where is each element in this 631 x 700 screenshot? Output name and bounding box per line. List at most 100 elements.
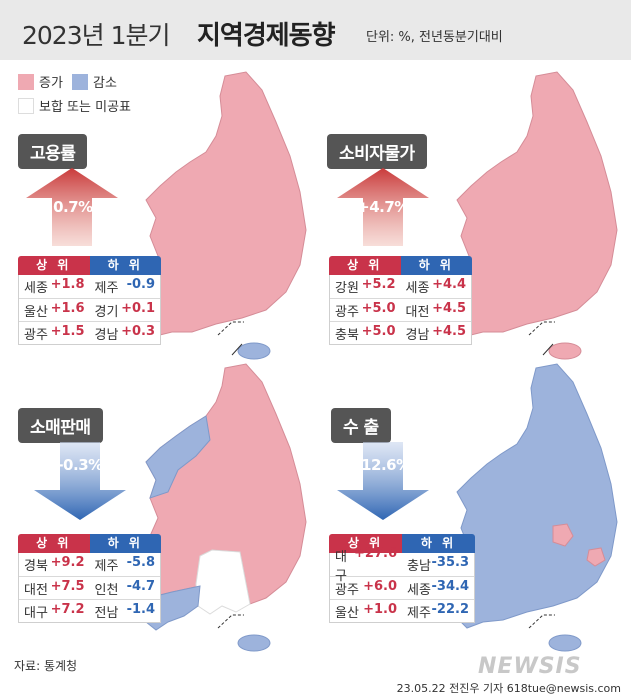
up-value: +1.5 <box>50 323 85 339</box>
table-row: 광주 +5.0 대전 +4.5 <box>330 298 471 321</box>
employment-arrow: +0.7%p <box>26 168 118 246</box>
employment-label: 고용률 <box>18 134 88 169</box>
credit-line: 23.05.22 전진우 기자 618tue@newsis.com <box>396 682 621 695</box>
up-value: +1.0 <box>363 601 397 617</box>
table-row: 광주 +6.0 세종 -34.4 <box>330 576 474 599</box>
rank-down-header: 하 위 <box>400 256 472 275</box>
exports-map <box>456 363 618 652</box>
legend-none: 보합 또는 미공표 <box>18 96 131 115</box>
exports-change: -12.6% <box>355 456 411 474</box>
table-row: 대전 +7.5 인천 -4.7 <box>19 576 160 599</box>
down-region: 인천 <box>94 582 119 598</box>
retail-rank-table: 상 위 하 위 경북 +9.2 제주 -5.8 대전 +7.5 인천 -4.7 대구 +7… <box>18 534 161 623</box>
table-row: 대구 +7.2 전남 -1.4 <box>19 599 160 622</box>
panel-employment: 고용률 +0.7%p 상 위 하 위 세종 +1.8 제주 -0.9 울산 +1.6 <box>0 60 310 380</box>
down-value: +4.4 <box>432 277 466 292</box>
header-bar: 2023년 1분기 지역경제동향 단위: %, 전년동분기대비 <box>0 0 631 60</box>
up-value: +7.2 <box>50 601 85 617</box>
up-region: 강원 <box>335 281 359 296</box>
down-arrow-icon <box>34 442 126 520</box>
down-region: 충남 <box>407 559 431 574</box>
title-main: 지역경제동향 <box>197 21 336 51</box>
up-region: 대전 <box>24 582 48 598</box>
rank-down-header: 하 위 <box>402 534 475 553</box>
down-value: -4.7 <box>126 578 155 594</box>
down-region: 제주 <box>407 605 431 621</box>
cpi-label: 소비자물가 <box>327 134 427 169</box>
down-value: -5.8 <box>126 555 155 570</box>
legend-none-swatch <box>18 97 34 114</box>
rank-down-header: 하 위 <box>89 534 161 553</box>
down-region: 제주 <box>94 281 119 296</box>
up-value: +1.6 <box>50 300 85 316</box>
up-region: 울산 <box>24 304 48 320</box>
cpi-rank-table: 상 위 하 위 강원 +5.2 세종 +4.4 광주 +5.0 대전 +4.5 충북 +5… <box>329 256 472 345</box>
table-row: 충북 +5.0 경남 +4.5 <box>330 321 471 344</box>
exports-arrow: -12.6% <box>337 442 429 520</box>
down-region: 대전 <box>405 304 430 320</box>
down-value: -0.9 <box>126 277 155 292</box>
employment-rank-table: 상 위 하 위 세종 +1.8 제주 -0.9 울산 +1.6 경기 +0.1 광주 +1… <box>18 256 161 345</box>
legend-increase-swatch <box>18 73 34 90</box>
legend-none-label: 보합 또는 미공표 <box>39 100 131 115</box>
source-note: 자료: 통계청 <box>14 659 78 673</box>
up-region: 경북 <box>24 559 48 574</box>
retail-label: 소매판매 <box>18 408 103 443</box>
up-value: +27.6 <box>354 545 397 561</box>
exports-label: 수 출 <box>331 408 391 443</box>
up-region: 광주 <box>24 327 48 343</box>
table-row: 울산 +1.0 제주 -22.2 <box>330 599 474 622</box>
up-region: 울산 <box>335 605 359 621</box>
down-region: 경기 <box>94 304 119 320</box>
up-value: +9.2 <box>50 555 85 570</box>
down-value: +0.1 <box>121 300 155 316</box>
down-value: -35.3 <box>431 555 469 570</box>
up-arrow-icon <box>337 168 429 246</box>
up-value: +5.0 <box>361 323 396 339</box>
up-arrow-icon <box>26 168 118 246</box>
employment-change: +0.7%p <box>41 198 103 216</box>
up-region: 대구 <box>335 549 347 584</box>
panel-retail: 소매판매 -0.3% 상 위 하 위 경북 +9.2 제주 -5.8 대전 +7.5 <box>0 360 310 680</box>
panel-cpi: 소비자물가 +4.7% 상 위 하 위 강원 +5.2 세종 +4.4 광주 +5.0 <box>311 60 621 380</box>
legend-decrease-label: 감소 <box>93 76 117 91</box>
cpi-change: +4.7% <box>357 198 409 216</box>
rank-up-header: 상 위 <box>18 534 90 553</box>
down-region: 경남 <box>405 327 430 343</box>
retail-arrow: -0.3% <box>34 442 126 520</box>
up-value: +1.8 <box>50 277 85 292</box>
rank-up-header: 상 위 <box>329 256 401 275</box>
rank-up-header: 상 위 <box>18 256 90 275</box>
down-region: 세종 <box>407 582 431 598</box>
down-value: -1.4 <box>126 601 155 617</box>
rank-down-header: 하 위 <box>89 256 161 275</box>
up-region: 충북 <box>335 327 359 343</box>
up-value: +5.2 <box>361 277 396 292</box>
down-region: 경남 <box>94 327 119 343</box>
legend-increase-label: 증가 <box>39 76 63 91</box>
down-region: 세종 <box>405 281 430 296</box>
legend-decrease: 감소 <box>72 72 117 91</box>
up-value: +5.0 <box>361 300 396 316</box>
retail-map <box>145 363 307 652</box>
cpi-arrow: +4.7% <box>337 168 429 246</box>
legend-increase: 증가 <box>18 72 63 91</box>
down-value: +4.5 <box>432 300 466 316</box>
table-row: 세종 +1.8 제주 -0.9 <box>19 275 160 298</box>
up-region: 대구 <box>24 605 48 621</box>
down-region: 제주 <box>94 559 119 574</box>
unit-note: 단위: %, 전년동분기대비 <box>366 30 503 45</box>
down-value: +0.3 <box>121 323 155 339</box>
panel-exports: 수 출 -12.6% 상 위 하 위 대구 +27.6 충남 -35.3 광주 +6.… <box>311 360 621 680</box>
retail-change: -0.3% <box>57 456 103 474</box>
exports-rank-table: 상 위 하 위 대구 +27.6 충남 -35.3 광주 +6.0 세종 -34.4 울… <box>329 534 475 623</box>
up-value: +7.5 <box>50 578 85 594</box>
up-region: 광주 <box>335 582 359 598</box>
up-value: +6.0 <box>363 578 397 594</box>
table-row: 대구 +27.6 충남 -35.3 <box>330 546 474 584</box>
table-row: 울산 +1.6 경기 +0.1 <box>19 298 160 321</box>
table-row: 경북 +9.2 제주 -5.8 <box>19 553 160 576</box>
newsis-watermark: NEWSIS <box>478 654 582 679</box>
down-value: -34.4 <box>431 578 469 594</box>
up-region: 세종 <box>24 281 48 296</box>
